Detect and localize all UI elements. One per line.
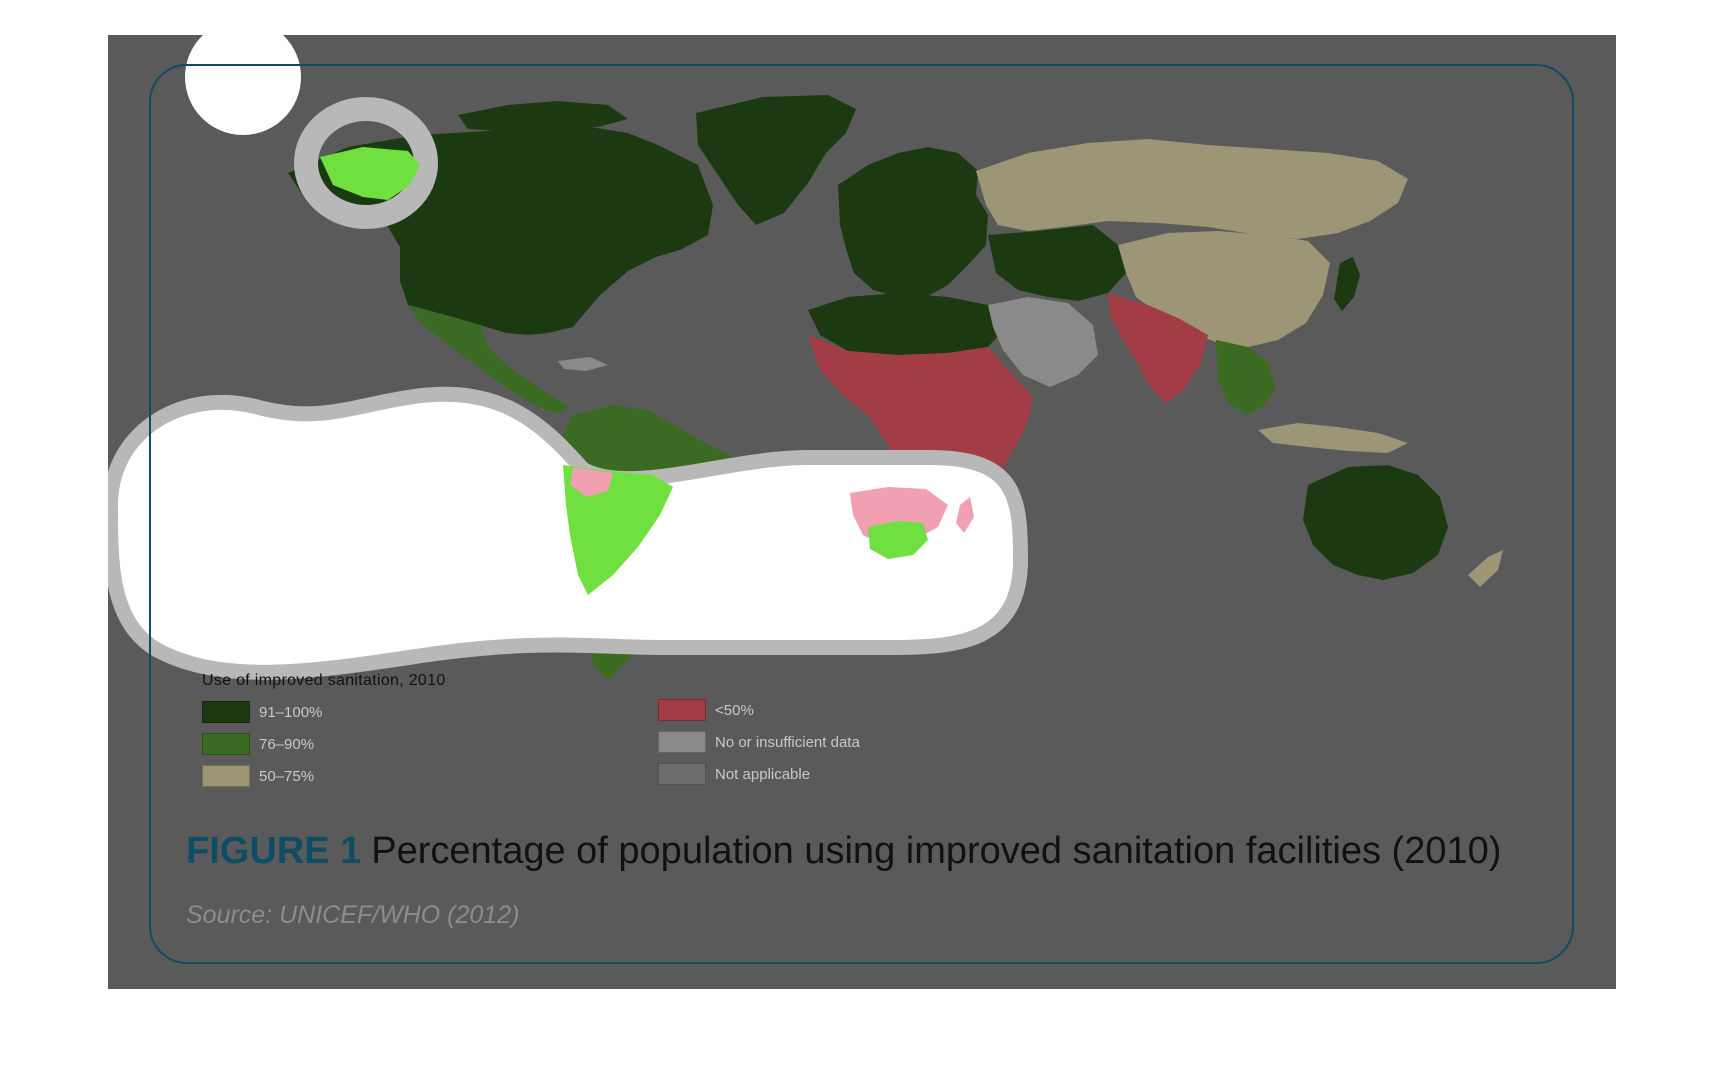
figure-panel: Use of improved sanitation, 2010 91–100%… (108, 35, 1616, 989)
figure-frame (149, 64, 1574, 964)
legend-item-not-applicable: Not applicable (658, 763, 810, 785)
legend-swatch (658, 763, 706, 785)
legend-swatch (202, 733, 250, 755)
legend-item-76-90: 76–90% (202, 733, 314, 755)
legend-label: 76–90% (259, 736, 314, 753)
figure-caption: FIGURE 1 Percentage of population using i… (186, 830, 1501, 873)
legend-label: Not applicable (715, 766, 810, 783)
legend-swatch (658, 731, 706, 753)
legend-label: <50% (715, 702, 754, 719)
legend-label: No or insufficient data (715, 734, 860, 751)
legend-title: Use of improved sanitation, 2010 (202, 672, 446, 690)
figure-source: Source: UNICEF/WHO (2012) (186, 901, 519, 930)
legend-swatch (202, 765, 250, 787)
legend-label: 50–75% (259, 768, 314, 785)
figure-caption-text: Percentage of population using improved … (371, 830, 1501, 872)
legend-label: 91–100% (259, 704, 322, 721)
figure-label: FIGURE 1 (186, 830, 361, 872)
legend-swatch (658, 699, 706, 721)
legend-item-91-100: 91–100% (202, 701, 322, 723)
legend-item-50-75: 50–75% (202, 765, 314, 787)
legend-item-below-50: <50% (658, 699, 754, 721)
legend-swatch (202, 701, 250, 723)
legend-item-no-data: No or insufficient data (658, 731, 860, 753)
